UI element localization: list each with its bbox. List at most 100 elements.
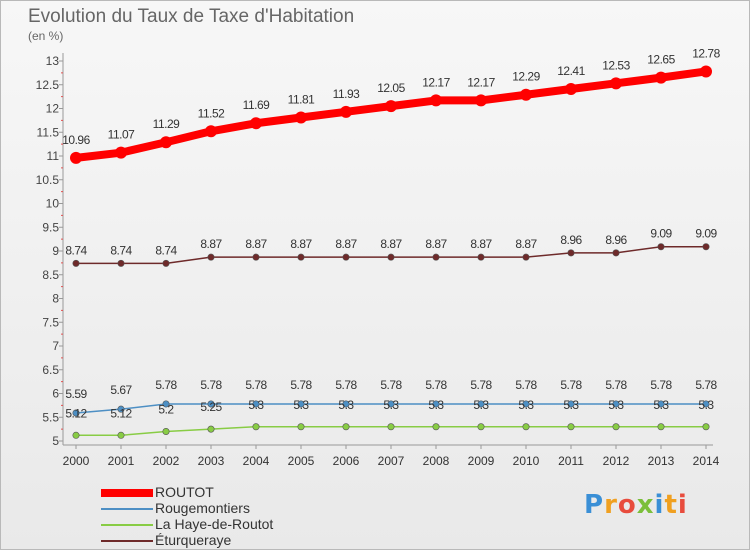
x-tick-label: 2006 xyxy=(333,454,360,468)
y-tick-label: 8.5 xyxy=(42,268,59,282)
data-point xyxy=(612,400,620,408)
x-tick-label: 2004 xyxy=(243,454,270,468)
legend-label: La Haye-de-Routot xyxy=(155,516,274,532)
data-point xyxy=(567,423,575,431)
data-point xyxy=(117,405,125,413)
legend-label: Rougemontiers xyxy=(155,500,250,516)
logo-letter: t xyxy=(664,490,678,520)
data-point xyxy=(342,400,350,408)
data-label: 5.67 xyxy=(110,383,132,397)
data-point xyxy=(477,423,485,431)
data-point xyxy=(432,253,440,261)
data-point xyxy=(162,259,170,267)
data-label: 5.78 xyxy=(605,378,627,392)
data-point xyxy=(297,400,305,408)
y-tick-label: 11 xyxy=(47,149,60,163)
x-tick-label: 2013 xyxy=(648,454,675,468)
data-point xyxy=(387,423,395,431)
data-point xyxy=(565,83,577,96)
x-tick-label: 2011 xyxy=(558,454,584,468)
legend-swatch xyxy=(101,540,153,542)
data-point xyxy=(72,259,80,267)
data-label: 12.29 xyxy=(512,70,540,84)
data-label: 5.59 xyxy=(65,387,87,401)
data-label: 12.41 xyxy=(557,64,585,78)
data-label: 5.3 xyxy=(293,398,309,412)
data-label: 12.17 xyxy=(422,75,450,89)
data-label: 5.78 xyxy=(245,378,267,392)
data-label: 8.74 xyxy=(155,243,177,257)
x-tick-label: 2010 xyxy=(513,454,540,468)
data-point xyxy=(702,423,710,431)
data-label: 8.87 xyxy=(380,237,402,251)
legend-item: ROUTOT xyxy=(101,484,361,501)
data-label: 11.93 xyxy=(333,87,360,101)
data-point xyxy=(207,425,215,433)
legend-label: Éturqueraye xyxy=(155,532,232,548)
data-point xyxy=(160,136,172,149)
y-tick-label: 5.5 xyxy=(42,410,59,424)
data-point xyxy=(700,65,712,78)
data-label: 5.78 xyxy=(200,378,222,392)
y-tick-label: 10 xyxy=(46,197,60,211)
data-label: 8.74 xyxy=(65,243,87,257)
data-point xyxy=(477,400,485,408)
legend-label: ROUTOT xyxy=(155,484,214,500)
data-point xyxy=(297,253,305,261)
y-tick-label: 6.5 xyxy=(42,363,59,377)
y-tick-label: 11.5 xyxy=(37,125,60,139)
x-tick-label: 2012 xyxy=(603,454,630,468)
data-point xyxy=(115,146,127,159)
data-label: 9.09 xyxy=(695,227,717,241)
data-label: 8.96 xyxy=(605,233,627,247)
data-point xyxy=(477,253,485,261)
data-label: 8.87 xyxy=(335,237,357,251)
legend-swatch xyxy=(101,524,153,526)
data-point xyxy=(657,400,665,408)
y-tick-label: 7.5 xyxy=(42,315,59,329)
data-point xyxy=(702,400,710,408)
data-label: 5.3 xyxy=(698,398,714,412)
data-label: 5.78 xyxy=(650,378,672,392)
data-point xyxy=(295,111,307,124)
data-point xyxy=(432,400,440,408)
data-point xyxy=(72,431,80,439)
data-label: 12.78 xyxy=(692,46,720,60)
data-point xyxy=(340,105,352,118)
data-label: 11.52 xyxy=(198,106,225,120)
data-label: 5.78 xyxy=(470,378,492,392)
logo-letter: i xyxy=(654,490,665,520)
logo-letter: P xyxy=(584,490,605,520)
data-point xyxy=(567,249,575,257)
y-tick-label: 10.5 xyxy=(36,173,60,187)
data-point xyxy=(567,400,575,408)
data-label: 10.96 xyxy=(62,133,90,147)
legend-item: Éturqueraye xyxy=(101,532,361,549)
legend: ROUTOT Rougemontiers La Haye-de-Routot Étur… xyxy=(101,484,361,549)
data-point xyxy=(430,94,442,107)
data-point xyxy=(657,243,665,251)
data-label: 8.74 xyxy=(110,243,132,257)
data-point xyxy=(297,423,305,431)
data-point xyxy=(250,117,262,130)
y-tick-label: 9 xyxy=(52,244,59,258)
data-label: 5.78 xyxy=(290,378,312,392)
data-point xyxy=(207,253,215,261)
x-tick-label: 2009 xyxy=(468,454,495,468)
y-tick-label: 5 xyxy=(52,434,59,448)
data-label: 12.05 xyxy=(377,81,405,95)
data-point xyxy=(657,423,665,431)
data-point xyxy=(252,253,260,261)
data-label: 5.3 xyxy=(428,398,444,412)
logo-letter: o xyxy=(617,490,637,520)
data-point xyxy=(72,409,80,417)
data-point xyxy=(387,400,395,408)
data-label: 5.12 xyxy=(110,406,132,420)
data-label: 5.3 xyxy=(473,398,489,412)
data-point xyxy=(612,423,620,431)
logo-letter: x xyxy=(636,490,655,520)
data-label: 8.87 xyxy=(245,237,267,251)
data-label: 8.87 xyxy=(425,237,447,251)
data-point xyxy=(252,400,260,408)
x-tick-label: 2002 xyxy=(153,454,180,468)
